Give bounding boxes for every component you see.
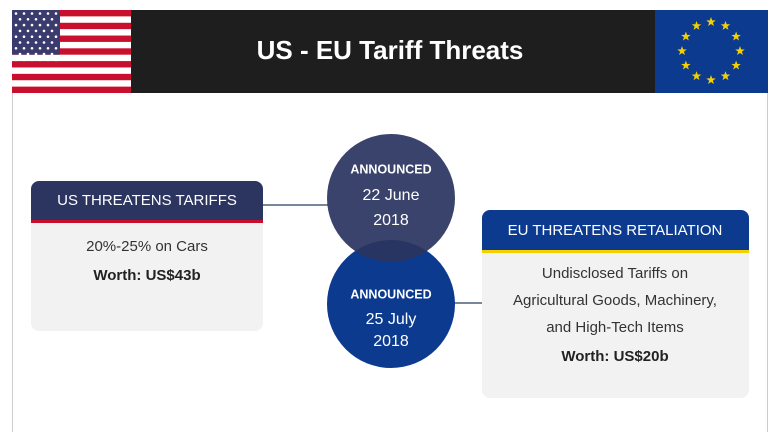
flag-star	[54, 35, 58, 38]
flag-star	[46, 23, 50, 27]
flag-star	[30, 12, 34, 15]
flag-star	[26, 18, 30, 21]
flag-star	[42, 18, 46, 21]
flag-star	[14, 35, 18, 38]
flag-star	[50, 52, 54, 56]
flag-star	[34, 41, 38, 44]
flag-star	[34, 29, 38, 33]
flag-star	[731, 31, 741, 41]
eu-heading-bg	[482, 210, 749, 250]
eu-detail: Agricultural Goods, Machinery,	[513, 292, 717, 309]
flag-star	[681, 31, 691, 41]
flag-star	[14, 23, 18, 27]
flag-stripe	[12, 48, 131, 55]
flag-star	[46, 58, 50, 62]
flag-star	[22, 35, 26, 38]
flag-star	[22, 47, 26, 50]
flag-star	[30, 35, 34, 38]
flag-star	[26, 29, 30, 33]
flag-star	[38, 58, 42, 62]
flag-star	[30, 23, 34, 27]
flag-star	[54, 58, 58, 62]
flag-star	[735, 46, 745, 56]
flag-star	[720, 71, 731, 81]
flag-star	[14, 12, 18, 15]
flag-star	[14, 58, 18, 62]
flag-star	[50, 41, 54, 44]
flag-star	[22, 23, 26, 27]
flag-star	[34, 18, 38, 21]
flag-star	[720, 20, 731, 30]
flag-star	[38, 12, 42, 15]
us-worth: Worth: US$43b	[93, 267, 200, 284]
flag-star	[54, 12, 58, 15]
flag-star	[42, 29, 46, 33]
flag-star	[18, 41, 22, 44]
flag-star	[691, 20, 702, 30]
flag-star	[34, 52, 38, 56]
flag-star	[706, 17, 716, 27]
flag-canton	[12, 10, 60, 55]
eu-detail: Undisclosed Tariffs on	[542, 265, 688, 282]
eu-date-circle	[327, 240, 455, 368]
flag-star	[50, 18, 54, 21]
flag-star	[706, 75, 716, 85]
eu-heading: EU THREATENS RETALIATION	[508, 222, 723, 239]
flag-stripe	[12, 61, 131, 68]
flag-star	[22, 58, 26, 62]
eu-worth: Worth: US$20b	[561, 348, 668, 365]
flag-star	[46, 47, 50, 50]
date: 22 June	[363, 187, 420, 204]
us-underline	[31, 220, 263, 223]
flag-star	[26, 41, 30, 44]
flag-star	[46, 12, 50, 15]
flag-star	[30, 58, 34, 62]
flag-star	[677, 46, 687, 56]
flag-star	[38, 47, 42, 50]
flag-star	[26, 52, 30, 56]
flag-star	[30, 47, 34, 50]
eu-underline	[482, 250, 749, 253]
date-label: ANNOUNCED	[350, 162, 431, 176]
eu-box	[482, 210, 749, 398]
flag-stripe	[12, 22, 131, 30]
flag-stripe	[12, 35, 131, 42]
flag-stripe	[12, 73, 131, 81]
flag-star	[18, 29, 22, 33]
flag-star	[681, 60, 691, 70]
flag-star	[54, 23, 58, 27]
flag-stripe	[12, 10, 131, 17]
date-label: ANNOUNCED	[350, 287, 431, 301]
flag-star	[14, 47, 18, 50]
flag-star	[50, 29, 54, 33]
flag-star	[54, 47, 58, 50]
flag-star	[18, 18, 22, 21]
flag-star	[38, 23, 42, 27]
us-detail: 20%-25% on Cars	[86, 238, 208, 255]
date: 2018	[373, 212, 409, 229]
date: 25 July	[366, 311, 417, 328]
flag-star	[691, 71, 702, 81]
flag-star	[22, 12, 26, 15]
eu-flag	[655, 10, 768, 93]
us-flag	[12, 10, 131, 93]
flag-star	[42, 52, 46, 56]
title: US - EU Tariff Threats	[257, 35, 524, 65]
flag-star	[46, 35, 50, 38]
flag-star	[18, 52, 22, 56]
flag-star	[38, 35, 42, 38]
date: 2018	[373, 333, 409, 350]
header-band	[12, 10, 768, 93]
us-date-circle	[327, 134, 455, 262]
us-heading-bg	[31, 181, 263, 220]
eu-detail: and High-Tech Items	[546, 319, 684, 336]
flag-stripe	[12, 86, 131, 93]
us-heading: US THREATENS TARIFFS	[57, 192, 237, 209]
flag-star	[42, 41, 46, 44]
flag-star	[731, 60, 741, 70]
